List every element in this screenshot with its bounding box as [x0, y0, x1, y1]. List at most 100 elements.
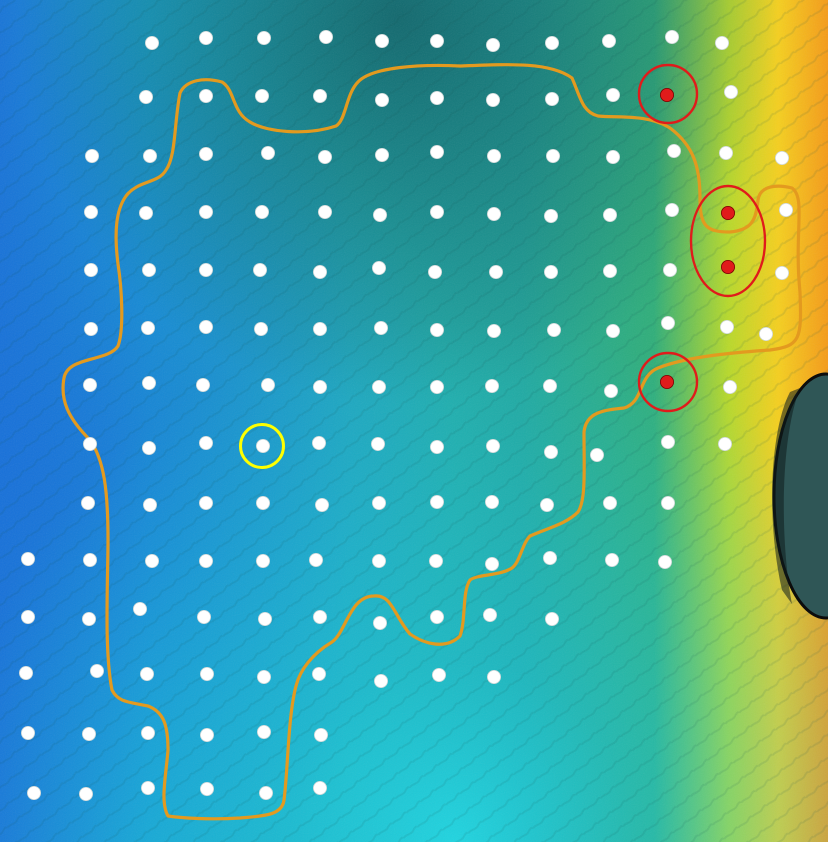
survey-point[interactable]: [260, 377, 275, 392]
survey-point[interactable]: [82, 612, 97, 627]
survey-point[interactable]: [254, 89, 269, 104]
survey-point[interactable]: [775, 265, 790, 280]
survey-point[interactable]: [540, 497, 555, 512]
survey-point[interactable]: [658, 555, 673, 570]
survey-point[interactable]: [606, 323, 621, 338]
survey-point[interactable]: [371, 260, 386, 275]
survey-point[interactable]: [775, 150, 790, 165]
survey-point[interactable]: [311, 667, 326, 682]
survey-point[interactable]: [604, 383, 619, 398]
survey-point[interactable]: [79, 787, 94, 802]
survey-point[interactable]: [84, 321, 99, 336]
survey-point[interactable]: [256, 725, 271, 740]
survey-point[interactable]: [371, 495, 386, 510]
survey-point[interactable]: [486, 323, 501, 338]
survey-point[interactable]: [141, 375, 156, 390]
survey-point[interactable]: [199, 782, 214, 797]
survey-point[interactable]: [602, 34, 617, 49]
survey-point[interactable]: [545, 92, 560, 107]
survey-point[interactable]: [198, 89, 213, 104]
survey-point[interactable]: [198, 204, 213, 219]
survey-point[interactable]: [313, 728, 328, 743]
survey-point[interactable]: [257, 612, 272, 627]
survey-point[interactable]: [759, 326, 774, 341]
survey-point[interactable]: [141, 440, 156, 455]
survey-point[interactable]: [661, 434, 676, 449]
survey-point[interactable]: [488, 264, 503, 279]
survey-point[interactable]: [83, 436, 98, 451]
survey-point[interactable]: [371, 379, 386, 394]
survey-point[interactable]: [198, 146, 213, 161]
survey-point[interactable]: [724, 85, 739, 100]
survey-point[interactable]: [547, 322, 562, 337]
survey-point[interactable]: [255, 495, 270, 510]
flagged-survey-point[interactable]: [721, 205, 736, 220]
flagged-survey-point[interactable]: [660, 374, 675, 389]
survey-point[interactable]: [429, 494, 444, 509]
survey-point[interactable]: [545, 612, 560, 627]
survey-point[interactable]: [312, 89, 327, 104]
survey-point[interactable]: [139, 667, 154, 682]
survey-point[interactable]: [83, 377, 98, 392]
survey-point[interactable]: [260, 145, 275, 160]
flagged-survey-point[interactable]: [721, 259, 736, 274]
survey-point[interactable]: [142, 497, 157, 512]
survey-point[interactable]: [485, 38, 500, 53]
survey-point[interactable]: [317, 204, 332, 219]
survey-point[interactable]: [606, 149, 621, 164]
survey-point[interactable]: [373, 320, 388, 335]
survey-point[interactable]: [603, 495, 618, 510]
survey-point[interactable]: [198, 495, 213, 510]
survey-point[interactable]: [429, 204, 444, 219]
survey-point[interactable]: [485, 438, 500, 453]
survey-point[interactable]: [374, 93, 389, 108]
survey-point[interactable]: [429, 379, 444, 394]
survey-point[interactable]: [429, 610, 444, 625]
survey-point[interactable]: [312, 379, 327, 394]
survey-point[interactable]: [198, 554, 213, 569]
survey-point[interactable]: [590, 447, 605, 462]
survey-point[interactable]: [372, 616, 387, 631]
survey-point[interactable]: [723, 379, 738, 394]
survey-point[interactable]: [372, 207, 387, 222]
survey-point[interactable]: [132, 602, 147, 617]
survey-point[interactable]: [85, 148, 100, 163]
survey-point[interactable]: [312, 610, 327, 625]
survey-point[interactable]: [484, 378, 499, 393]
highlighted-survey-point[interactable]: [255, 438, 270, 453]
survey-point[interactable]: [20, 552, 35, 567]
survey-point[interactable]: [486, 206, 501, 221]
survey-point[interactable]: [198, 319, 213, 334]
survey-point[interactable]: [429, 91, 444, 106]
survey-point[interactable]: [667, 143, 682, 158]
survey-point[interactable]: [663, 262, 678, 277]
survey-point[interactable]: [374, 34, 389, 49]
survey-point[interactable]: [18, 666, 33, 681]
survey-point[interactable]: [138, 205, 153, 220]
survey-point[interactable]: [199, 667, 214, 682]
survey-point[interactable]: [140, 320, 155, 335]
survey-point[interactable]: [255, 554, 270, 569]
survey-point[interactable]: [482, 608, 497, 623]
survey-point[interactable]: [603, 207, 618, 222]
survey-point[interactable]: [84, 204, 99, 219]
survey-point[interactable]: [199, 728, 214, 743]
survey-point[interactable]: [20, 610, 35, 625]
survey-point[interactable]: [427, 264, 442, 279]
survey-point[interactable]: [141, 262, 156, 277]
survey-point[interactable]: [256, 670, 271, 685]
survey-point[interactable]: [603, 263, 618, 278]
survey-point[interactable]: [429, 322, 444, 337]
survey-point[interactable]: [779, 202, 794, 217]
survey-point[interactable]: [544, 208, 559, 223]
survey-point[interactable]: [198, 435, 213, 450]
survey-point[interactable]: [256, 30, 271, 45]
survey-point[interactable]: [312, 321, 327, 336]
survey-point[interactable]: [429, 34, 444, 49]
survey-point[interactable]: [314, 497, 329, 512]
survey-point[interactable]: [431, 668, 446, 683]
survey-point[interactable]: [81, 495, 96, 510]
survey-point[interactable]: [484, 494, 499, 509]
survey-point[interactable]: [485, 93, 500, 108]
